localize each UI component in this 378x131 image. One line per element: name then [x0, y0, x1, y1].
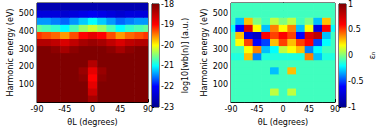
svg-text:-23: -23 — [161, 103, 174, 112]
svg-text:Harmonic energy (eV): Harmonic energy (eV) — [200, 9, 209, 97]
svg-text:-90: -90 — [30, 105, 43, 114]
svg-text:θL (degrees): θL (degrees) — [67, 118, 117, 127]
svg-text:45: 45 — [304, 105, 314, 114]
svg-text:45: 45 — [115, 105, 125, 114]
svg-text:0: 0 — [348, 51, 353, 60]
svg-text:0: 0 — [90, 105, 95, 114]
svg-text:200: 200 — [19, 62, 34, 71]
svg-text:0: 0 — [280, 105, 285, 114]
svg-text:-18: -18 — [161, 0, 174, 9]
svg-text:300: 300 — [19, 45, 34, 54]
svg-text:500: 500 — [19, 9, 34, 18]
svg-text:εₙ: εₙ — [368, 52, 377, 60]
svg-text:-45: -45 — [250, 105, 263, 114]
svg-text:Harmonic energy (eV): Harmonic energy (eV) — [6, 9, 15, 97]
svg-text:90: 90 — [330, 105, 340, 114]
svg-text:-1: -1 — [348, 103, 356, 112]
svg-text:-20: -20 — [161, 41, 174, 50]
svg-text:log10[wb(n)] (a.u.): log10[wb(n)] (a.u.) — [181, 18, 190, 93]
svg-text:400: 400 — [19, 27, 34, 36]
svg-text:-45: -45 — [58, 105, 71, 114]
svg-text:90: 90 — [143, 105, 153, 114]
svg-text:θL (degrees): θL (degrees) — [258, 118, 308, 127]
svg-text:500: 500 — [213, 9, 228, 18]
svg-text:200: 200 — [213, 62, 228, 71]
svg-text:300: 300 — [213, 45, 228, 54]
svg-text:100: 100 — [213, 80, 228, 89]
svg-text:-90: -90 — [224, 105, 237, 114]
svg-text:-19: -19 — [161, 20, 174, 29]
svg-text:400: 400 — [213, 27, 228, 36]
svg-text:100: 100 — [19, 80, 34, 89]
svg-text:-21: -21 — [161, 61, 174, 70]
svg-text:-22: -22 — [161, 82, 174, 91]
svg-text:0.5: 0.5 — [348, 25, 361, 34]
svg-text:1: 1 — [348, 0, 353, 9]
svg-text:-0.5: -0.5 — [348, 77, 364, 86]
